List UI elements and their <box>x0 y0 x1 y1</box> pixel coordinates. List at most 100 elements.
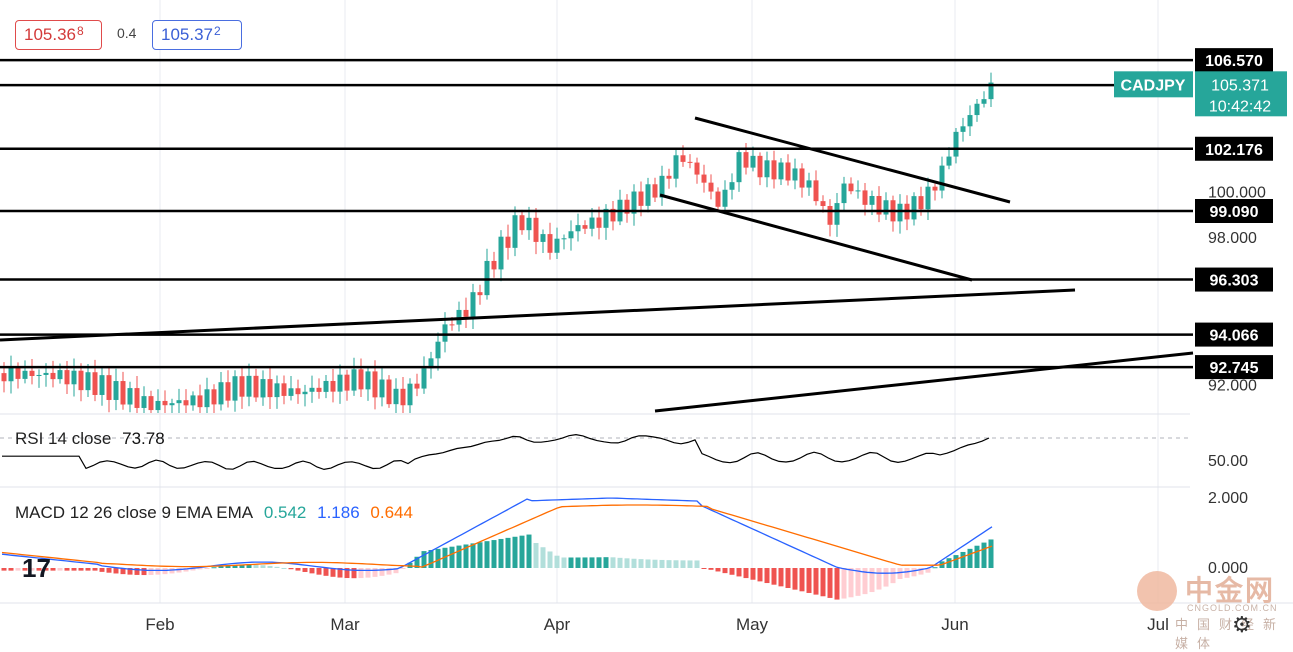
macd-histogram-bar <box>687 560 693 568</box>
macd-histogram-bar <box>925 568 931 573</box>
macd-histogram-bar <box>393 568 399 574</box>
macd-histogram-bar <box>778 568 784 587</box>
macd-histogram-bar <box>414 556 420 568</box>
macd-histogram-bar <box>197 568 203 570</box>
buy-price-pipette: 2 <box>214 24 221 38</box>
settings-gear-icon[interactable]: ⚙ <box>1232 612 1252 637</box>
trend-line <box>654 351 1194 413</box>
candle <box>848 183 854 192</box>
candle <box>337 374 343 392</box>
candle <box>162 400 168 406</box>
level-price-tag <box>1195 322 1273 347</box>
macd-histogram-bar <box>8 568 14 571</box>
candle <box>29 370 35 376</box>
candle <box>603 208 609 228</box>
x-tick-label: Apr <box>544 615 571 634</box>
macd-histogram-bar <box>309 568 315 574</box>
macd-histogram-bar <box>617 557 623 568</box>
candle <box>260 379 266 398</box>
last-price-tag <box>1195 71 1287 117</box>
buy-price-box[interactable]: 105.37 2 <box>152 20 242 50</box>
watermark-brand: 中金网 <box>1185 575 1276 606</box>
candle <box>246 375 252 397</box>
trend-line <box>0 288 1076 342</box>
candle <box>393 388 399 405</box>
macd-histogram-bar <box>743 568 749 579</box>
macd-histogram-bar <box>568 557 574 568</box>
macd-histogram-bar <box>603 557 609 568</box>
macd-histogram-bar <box>295 568 301 571</box>
macd-histogram-bar <box>855 568 861 596</box>
macd-histogram-bar <box>337 568 343 578</box>
candle <box>736 152 742 183</box>
candle <box>449 324 455 326</box>
macd-histogram-bar <box>204 568 210 569</box>
candle <box>148 396 154 411</box>
macd-histogram-bar <box>848 568 854 598</box>
candle <box>127 388 133 405</box>
macd-histogram-bar <box>624 558 630 568</box>
candle <box>939 165 945 191</box>
macd-histogram-bar <box>43 568 49 571</box>
macd-histogram-bar <box>554 555 560 568</box>
macd-histogram-bar <box>50 568 56 571</box>
macd-histogram-bar <box>708 568 714 570</box>
candle <box>491 260 497 270</box>
macd-histogram-bar <box>477 542 483 568</box>
candle <box>841 183 847 204</box>
candle <box>50 372 56 380</box>
macd-histogram-bar <box>799 568 805 592</box>
macd-histogram-bar <box>15 568 21 571</box>
candle <box>883 200 889 215</box>
macd-histogram-bar <box>764 568 770 584</box>
candle <box>470 292 476 317</box>
candle <box>463 309 469 317</box>
candle <box>533 217 539 242</box>
candle <box>918 196 924 210</box>
level-price-tag-label: 102.176 <box>1205 142 1263 159</box>
macd-histogram-bar <box>974 545 980 568</box>
candle <box>974 103 980 116</box>
candle <box>960 126 966 132</box>
macd-histogram-bar <box>610 557 616 568</box>
macd-axis-label: 2.000 <box>1208 490 1248 507</box>
candle <box>379 379 385 398</box>
macd-histogram-bar <box>960 551 966 568</box>
macd-histogram-bar <box>302 568 308 572</box>
candle <box>190 395 196 406</box>
symbol-tag <box>1114 71 1193 98</box>
countdown-label: 10:42:42 <box>1209 98 1271 115</box>
candle <box>176 400 182 404</box>
candle <box>505 236 511 248</box>
buy-price: 105.37 <box>161 25 213 44</box>
macd-histogram-bar <box>659 559 665 568</box>
macd-histogram-bar <box>526 534 532 568</box>
macd-histogram-bar <box>638 559 644 568</box>
macd-signal-line <box>1 504 993 568</box>
candle <box>267 379 273 398</box>
watermark-logo-icon <box>1137 571 1177 611</box>
candle <box>442 324 448 342</box>
level-price-tag <box>1195 48 1273 73</box>
macd-histogram-bar <box>645 559 651 568</box>
macd-histogram-bar <box>148 568 154 575</box>
last-price-label: 105.371 <box>1211 77 1269 94</box>
x-tick-label: May <box>736 615 769 634</box>
candle <box>743 152 749 168</box>
candle <box>596 217 602 228</box>
macd-histogram-bar <box>946 558 952 568</box>
candle <box>561 238 567 240</box>
sell-price-box[interactable]: 105.36 8 <box>15 20 102 50</box>
macd-histogram-bar <box>400 568 406 569</box>
candle <box>554 238 560 253</box>
macd-line-value: 1.186 <box>317 503 360 522</box>
candle <box>239 376 245 397</box>
price-axis-label: 100.000 <box>1208 185 1266 202</box>
macd-histogram-bar <box>484 541 490 568</box>
candle <box>400 388 406 406</box>
macd-histogram-bar <box>890 568 896 584</box>
candle <box>92 372 98 395</box>
candle <box>407 383 413 406</box>
x-tick-label: Jul <box>1147 615 1169 634</box>
